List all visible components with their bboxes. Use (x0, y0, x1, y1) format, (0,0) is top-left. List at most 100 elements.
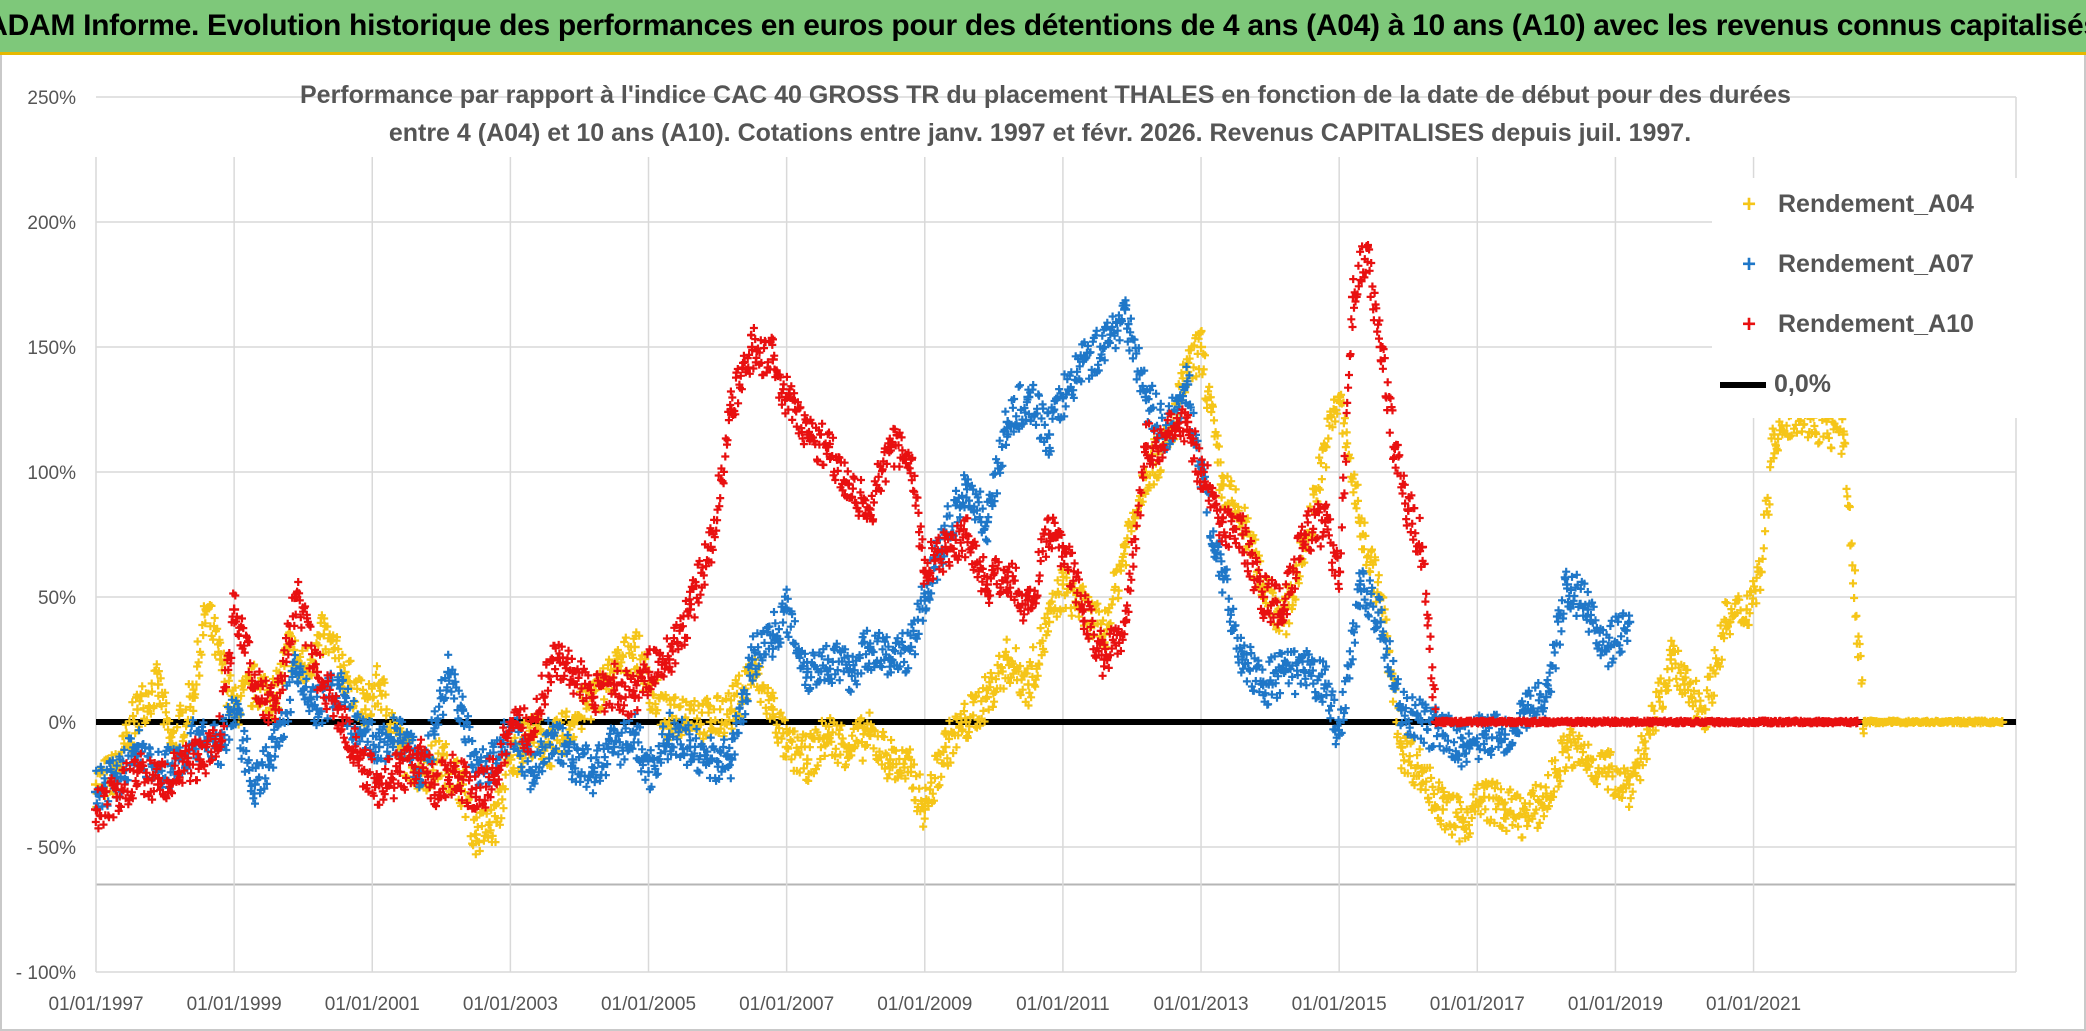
x-tick-label: 01/01/2009 (877, 994, 972, 1015)
data-point (111, 792, 122, 802)
legend-marker-a07: + (1741, 250, 1756, 278)
data-point (1720, 617, 1731, 627)
data-point (1182, 417, 1193, 427)
data-point (588, 767, 599, 777)
chart-title-line1: Performance par rapport à l'indice CAC 4… (300, 81, 1791, 109)
data-point (374, 679, 385, 690)
data-point (1120, 617, 1131, 627)
data-point (905, 642, 916, 652)
data-point (726, 404, 737, 415)
data-point (1665, 654, 1676, 665)
data-point (1520, 704, 1531, 715)
data-point (767, 704, 778, 715)
data-point (705, 542, 716, 552)
data-point (981, 692, 992, 702)
data-point (567, 754, 578, 765)
data-point (1437, 804, 1448, 815)
data-point (823, 654, 834, 665)
data-point (1140, 442, 1151, 452)
data-point (505, 754, 516, 765)
data-point (153, 779, 164, 790)
y-tick-label: - 50% (26, 838, 76, 859)
data-point (1057, 392, 1068, 402)
data-point (394, 729, 405, 740)
data-point (781, 742, 792, 752)
data-point (187, 692, 198, 702)
data-point (961, 529, 972, 540)
data-point (505, 717, 516, 727)
data-point (1044, 617, 1055, 627)
data-point (1237, 654, 1248, 665)
data-point (1610, 717, 1621, 727)
data-point (864, 729, 875, 740)
data-point (1499, 804, 1510, 815)
data-point (1057, 542, 1068, 552)
data-point (194, 754, 205, 765)
data-point (684, 704, 695, 715)
legend-item-a04: + Rendement_A04 (1734, 190, 1974, 219)
data-point (1575, 717, 1586, 727)
data-point (1603, 642, 1614, 652)
legend-label-a10: Rendement_A10 (1778, 310, 1974, 338)
data-point (705, 717, 716, 727)
data-point (1562, 742, 1573, 752)
data-point (781, 604, 792, 615)
data-point (1182, 379, 1193, 390)
data-point (1644, 729, 1655, 740)
data-point (450, 767, 461, 777)
data-point (1396, 704, 1407, 715)
data-point (767, 354, 778, 365)
data-point (173, 767, 184, 777)
data-point (629, 642, 640, 652)
data-point (1541, 717, 1552, 727)
data-point (643, 767, 654, 777)
x-tick-label: 01/01/2001 (325, 994, 420, 1015)
data-point (1700, 704, 1711, 715)
data-point (823, 729, 834, 740)
data-point (132, 742, 143, 752)
data-point (1955, 717, 1966, 727)
data-point (643, 667, 654, 677)
data-point (1389, 442, 1400, 452)
data-point (823, 442, 834, 452)
data-point (1624, 617, 1635, 627)
chart-title: Performance par rapport à l'indice CAC 4… (300, 76, 1791, 152)
data-point (1023, 679, 1034, 690)
x-tick-label: 01/01/2011 (1016, 994, 1110, 1015)
data-point (885, 754, 896, 765)
data-point (1479, 729, 1490, 740)
data-point (1196, 467, 1207, 477)
data-point (1520, 812, 1531, 822)
data-point (546, 654, 557, 665)
data-point (1755, 567, 1766, 577)
data-point (664, 654, 675, 665)
data-point (1562, 579, 1573, 590)
data-point (1099, 654, 1110, 665)
data-point (332, 704, 343, 715)
data-point (1258, 592, 1269, 602)
report-banner: ADAM Informe. Evolution historique des p… (0, 0, 2086, 55)
data-point (470, 792, 481, 802)
data-point (802, 429, 813, 440)
data-point (1023, 604, 1034, 615)
x-tick-label: 01/01/2015 (1292, 994, 1387, 1015)
x-tick-label: 01/01/2005 (601, 994, 696, 1015)
data-point (312, 704, 323, 715)
data-point (1196, 342, 1207, 352)
data-point (1002, 567, 1013, 577)
data-point (919, 804, 930, 815)
data-point (1044, 429, 1055, 440)
data-point (608, 742, 619, 752)
legend-item-a10: + Rendement_A10 (1734, 310, 1974, 339)
data-point (905, 767, 916, 777)
data-point (802, 754, 813, 765)
x-tick-label: 01/01/1999 (187, 994, 282, 1015)
data-point (1430, 717, 1441, 727)
data-point (1417, 767, 1428, 777)
data-point (1237, 529, 1248, 540)
data-point (781, 392, 792, 402)
data-point (153, 679, 164, 690)
data-point (1347, 292, 1358, 302)
data-point (360, 704, 371, 715)
series-rendement-a07-markers (92, 296, 1634, 812)
